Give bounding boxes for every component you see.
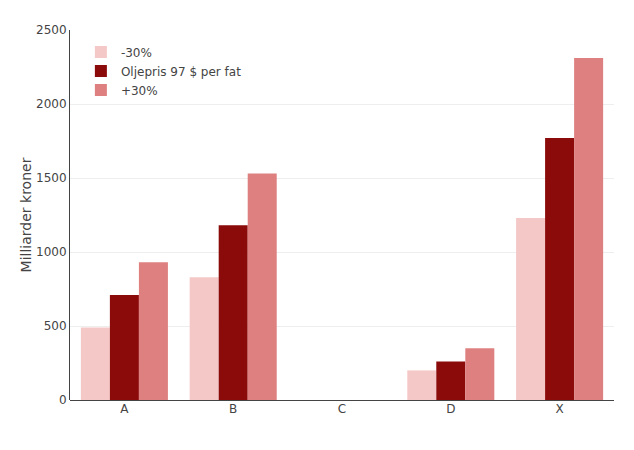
svg-text:500: 500 [44, 319, 67, 333]
svg-text:Oljepris 97 $ per fat: Oljepris 97 $ per fat [121, 65, 241, 79]
svg-text:-30%: -30% [121, 46, 152, 60]
svg-text:Milliarder kroner: Milliarder kroner [18, 157, 34, 272]
svg-text:B: B [229, 402, 237, 416]
svg-text:1500: 1500 [36, 171, 67, 185]
svg-text:1000: 1000 [36, 245, 67, 259]
svg-text:2000: 2000 [36, 97, 67, 111]
svg-text:A: A [120, 402, 129, 416]
svg-text:C: C [338, 402, 346, 416]
svg-text:0: 0 [59, 393, 67, 407]
svg-text:2500: 2500 [36, 23, 67, 37]
svg-text:D: D [446, 402, 455, 416]
svg-text:+30%: +30% [121, 84, 158, 98]
svg-text:X: X [555, 402, 563, 416]
